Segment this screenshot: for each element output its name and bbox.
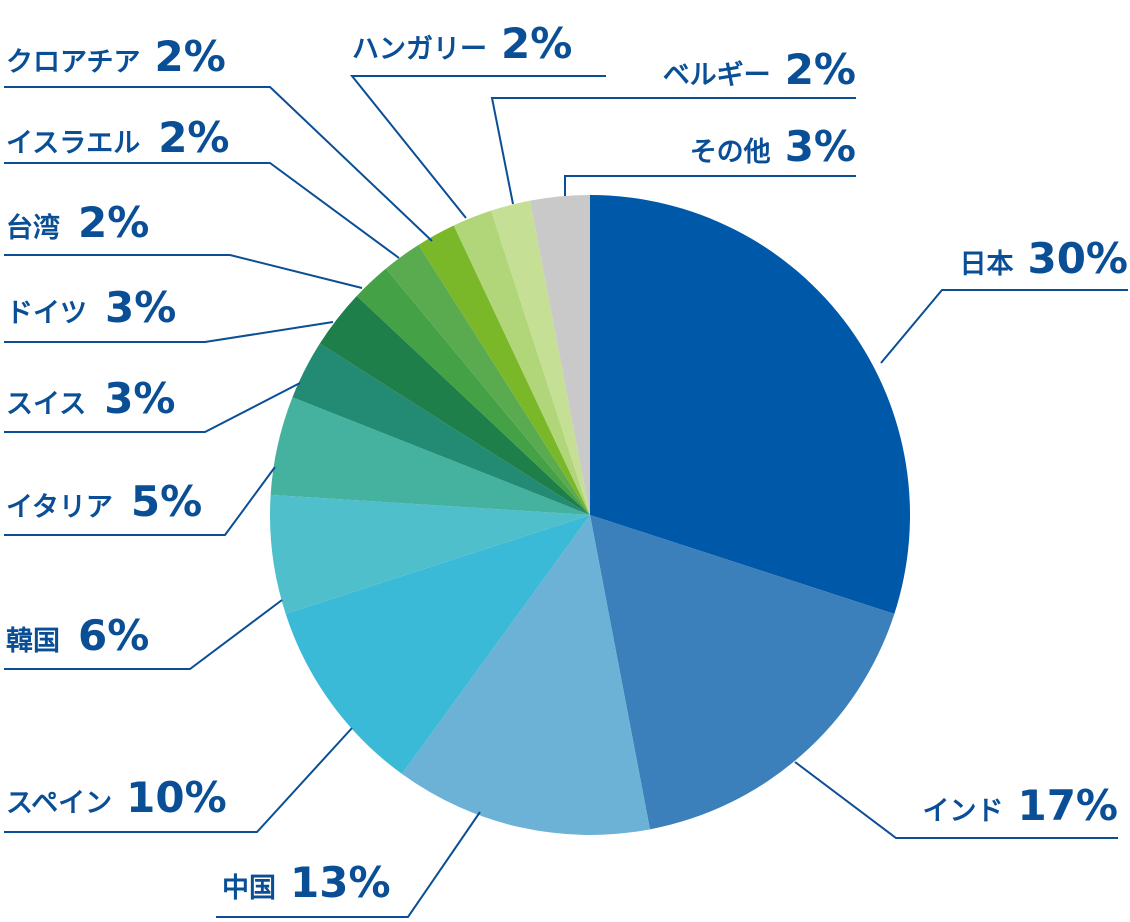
slice-label-name: クロアチア xyxy=(6,47,140,78)
slice-label-name: イタリア xyxy=(6,492,113,523)
leader-line-10 xyxy=(4,86,433,242)
pie-slice-4 xyxy=(269,494,590,614)
pie-slice-5 xyxy=(270,397,590,515)
slice-label-value: 2% xyxy=(158,113,229,162)
slice-label-1: インド 17% xyxy=(922,781,1118,830)
slice-label-value: 10% xyxy=(126,773,227,822)
slice-label-value: 6% xyxy=(78,611,149,660)
slice-label-name: 韓国 xyxy=(6,626,60,657)
slice-label-7: ドイツ 3% xyxy=(6,283,176,332)
slice-label-name: ハンガリー xyxy=(352,34,487,65)
slice-label-value: 5% xyxy=(131,477,202,526)
slice-label-name: イスラエル xyxy=(6,128,140,159)
pie-slice-12 xyxy=(491,200,590,516)
pie-slice-3 xyxy=(285,515,590,774)
leader-line-5 xyxy=(4,466,276,536)
slice-label-value: 17% xyxy=(1017,781,1118,830)
slice-label-name: スイス xyxy=(6,389,86,420)
slice-label-12: ベルギー 2% xyxy=(663,45,856,94)
leader-lines xyxy=(4,75,1128,918)
slice-label-name: 台湾 xyxy=(6,212,60,244)
slice-label-2: 中国 13% xyxy=(222,858,391,907)
slice-label-6: スイス 3% xyxy=(6,374,176,423)
slice-label-value: 30% xyxy=(1027,234,1128,283)
pie-slice-2 xyxy=(401,515,650,835)
pie-slice-0 xyxy=(590,195,911,614)
slice-label-value: 3% xyxy=(105,283,176,332)
leader-line-3 xyxy=(4,727,353,833)
slice-label-value: 2% xyxy=(78,198,149,247)
pie-slice-1 xyxy=(590,515,895,830)
slice-label-9: イスラエル 2% xyxy=(6,113,230,162)
leader-line-7 xyxy=(4,321,334,343)
slice-label-name: ベルギー xyxy=(663,60,771,91)
slice-label-11: ハンガリー 2% xyxy=(352,19,572,68)
pie-slices xyxy=(269,195,911,835)
slice-label-4: 韓国 6% xyxy=(6,611,149,660)
slice-label-5: イタリア 5% xyxy=(6,477,202,526)
slice-label-value: 2% xyxy=(154,32,225,81)
slice-label-10: クロアチア 2% xyxy=(6,32,226,81)
leader-line-13 xyxy=(564,175,856,196)
pie-slice-7 xyxy=(319,295,590,515)
slice-label-name: 中国 xyxy=(222,873,276,904)
slice-label-name: インド xyxy=(922,796,1003,827)
slice-label-name: その他 xyxy=(690,137,771,168)
slice-label-0: 日本 30% xyxy=(959,234,1128,283)
slice-label-value: 2% xyxy=(501,19,572,68)
leader-line-11 xyxy=(349,75,606,219)
leader-line-2 xyxy=(216,811,481,918)
slice-label-value: 3% xyxy=(785,122,856,171)
slice-label-name: 日本 xyxy=(959,249,1013,280)
pie-slice-10 xyxy=(418,225,590,515)
pie-slice-8 xyxy=(356,268,590,515)
leader-line-8 xyxy=(4,254,363,289)
slice-labels: 日本 30%インド 17%中国 13%スペイン 10%韓国 6%イタリア 5%スイス 3%ドイ… xyxy=(6,19,1128,907)
leader-line-12 xyxy=(490,97,856,205)
slice-label-value: 2% xyxy=(785,45,856,94)
leader-line-0 xyxy=(880,289,1128,364)
leader-line-6 xyxy=(4,382,301,433)
slice-label-name: ドイツ xyxy=(6,298,87,329)
slice-label-name: スペイン xyxy=(6,788,112,819)
slice-label-value: 13% xyxy=(290,858,391,907)
leader-line-9 xyxy=(4,162,400,259)
leader-line-4 xyxy=(4,599,283,670)
pie-slice-9 xyxy=(386,244,590,515)
pie-slice-13 xyxy=(530,195,590,515)
slice-label-8: 台湾 2% xyxy=(6,198,149,247)
slice-label-3: スペイン 10% xyxy=(6,773,227,822)
leader-line-1 xyxy=(794,761,1118,839)
slice-label-13: その他 3% xyxy=(690,122,856,171)
pie-slice-6 xyxy=(292,343,590,515)
pie-slice-11 xyxy=(453,210,590,515)
slice-label-value: 3% xyxy=(104,374,175,423)
